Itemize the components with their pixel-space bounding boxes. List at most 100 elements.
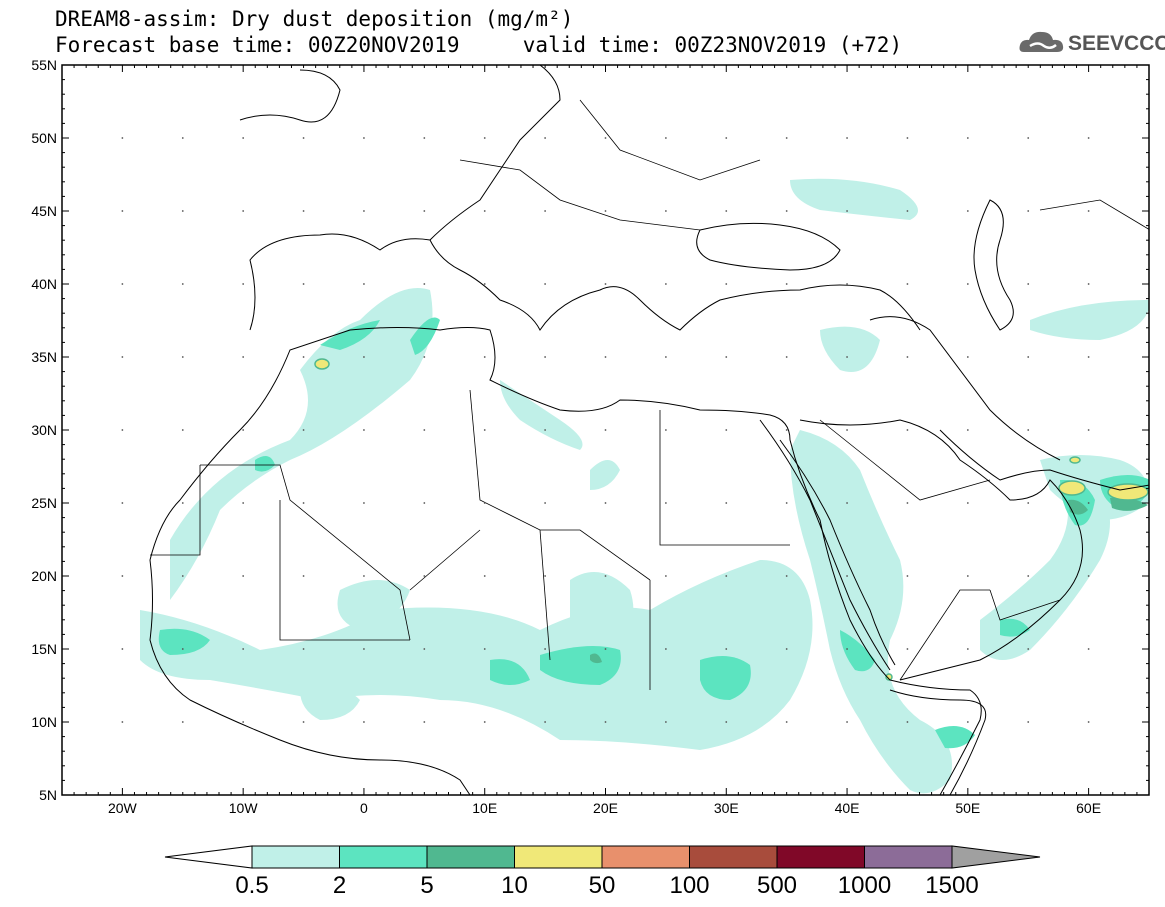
- grid-dot: [242, 648, 245, 650]
- grid-dot: [121, 283, 124, 285]
- grid-dot: [363, 210, 365, 212]
- lat-label: 5N: [39, 787, 57, 803]
- grid-dot: [966, 502, 969, 504]
- grid-dots: [121, 137, 1090, 723]
- grid-dot: [785, 429, 788, 431]
- colorbar-box: [864, 845, 953, 869]
- grid-dot: [725, 210, 728, 212]
- grid-dot: [1027, 137, 1030, 139]
- grid-dot: [966, 137, 969, 139]
- grid-dot: [363, 575, 365, 577]
- grid-dot: [906, 429, 909, 431]
- coastlines: [149, 65, 1149, 795]
- lon-label: 10W: [229, 800, 259, 816]
- grid-dot: [725, 429, 728, 431]
- grid-dot: [725, 137, 728, 139]
- lat-label: 20N: [31, 568, 57, 584]
- grid-dot: [423, 648, 426, 650]
- logo-text: SEEVCCC: [1068, 32, 1165, 55]
- colorbar-label: 100: [669, 872, 709, 899]
- grid-dot: [966, 429, 969, 431]
- colorbar-label: 1500: [925, 872, 978, 899]
- grid-dot: [1087, 721, 1090, 723]
- axis-ticks: [61, 64, 1150, 796]
- dust-dark-shading: [590, 497, 1148, 664]
- colorbar-box: [689, 845, 778, 869]
- grid-dot: [302, 502, 305, 504]
- grid-dot: [302, 429, 305, 431]
- grid-dot: [664, 648, 667, 650]
- dust-field: [140, 178, 1149, 794]
- colorbar-label: 50: [589, 872, 616, 899]
- grid-dot: [302, 356, 305, 358]
- lon-label: 60E: [1076, 800, 1101, 816]
- grid-dot: [725, 356, 728, 358]
- grid-dot: [1087, 429, 1090, 431]
- grid-dot: [1087, 575, 1090, 577]
- grid-dot: [302, 283, 305, 285]
- grid-dot: [363, 429, 365, 431]
- grid-dot: [906, 356, 909, 358]
- grid-dot: [544, 429, 547, 431]
- grid-dot: [966, 648, 969, 650]
- grid-dot: [121, 721, 124, 723]
- lon-label: 40E: [835, 800, 860, 816]
- colorbar-box: [251, 845, 340, 869]
- grid-dot: [906, 648, 909, 650]
- grid-dot: [664, 356, 667, 358]
- grid-dot: [363, 721, 365, 723]
- grid-dot: [785, 575, 788, 577]
- lat-label: 50N: [31, 130, 57, 146]
- grid-dot: [302, 721, 305, 723]
- grid-dot: [423, 575, 426, 577]
- grid-dot: [846, 210, 848, 212]
- colorbar-left-arrow: [164, 845, 253, 869]
- grid-dot: [604, 137, 607, 139]
- grid-dot: [785, 648, 788, 650]
- grid-dot: [604, 356, 607, 358]
- grid-dot: [906, 575, 909, 577]
- grid-dot: [423, 283, 426, 285]
- grid-dot: [785, 137, 788, 139]
- grid-dot: [483, 429, 486, 431]
- grid-dot: [181, 429, 184, 431]
- grid-dot: [785, 283, 788, 285]
- chart-subtitle: Forecast base time: 00Z20NOV2019 valid t…: [55, 33, 903, 57]
- grid-dot: [181, 502, 184, 504]
- grid-dot: [483, 356, 486, 358]
- colorbar-label: 10: [501, 872, 528, 899]
- grid-dot: [846, 137, 848, 139]
- grid-dot: [544, 137, 547, 139]
- grid-dot: [302, 575, 305, 577]
- grid-dot: [846, 429, 848, 431]
- grid-dot: [242, 429, 245, 431]
- grid-dot: [785, 356, 788, 358]
- grid-dot: [725, 721, 728, 723]
- colorbar-box: [426, 845, 515, 869]
- grid-dot: [785, 502, 788, 504]
- grid-dot: [423, 137, 426, 139]
- dust-yellow-shading: [314, 358, 1149, 681]
- grid-dot: [906, 210, 909, 212]
- grid-dot: [664, 283, 667, 285]
- grid-dot: [483, 648, 486, 650]
- grid-dot: [604, 283, 607, 285]
- grid-dot: [181, 210, 184, 212]
- grid-dot: [1027, 502, 1030, 504]
- grid-dot: [363, 502, 365, 504]
- grid-dot: [423, 721, 426, 723]
- grid-dot: [121, 648, 124, 650]
- grid-dot: [1087, 502, 1090, 504]
- grid-dot: [121, 137, 124, 139]
- grid-dot: [544, 575, 547, 577]
- grid-dot: [725, 283, 728, 285]
- colorbar-box: [601, 845, 690, 869]
- grid-dot: [1027, 648, 1030, 650]
- grid-dot: [544, 356, 547, 358]
- grid-dot: [604, 575, 607, 577]
- grid-dot: [1087, 283, 1090, 285]
- lat-label: 30N: [31, 422, 57, 438]
- grid-dot: [423, 502, 426, 504]
- grid-dot: [423, 429, 426, 431]
- grid-dot: [181, 283, 184, 285]
